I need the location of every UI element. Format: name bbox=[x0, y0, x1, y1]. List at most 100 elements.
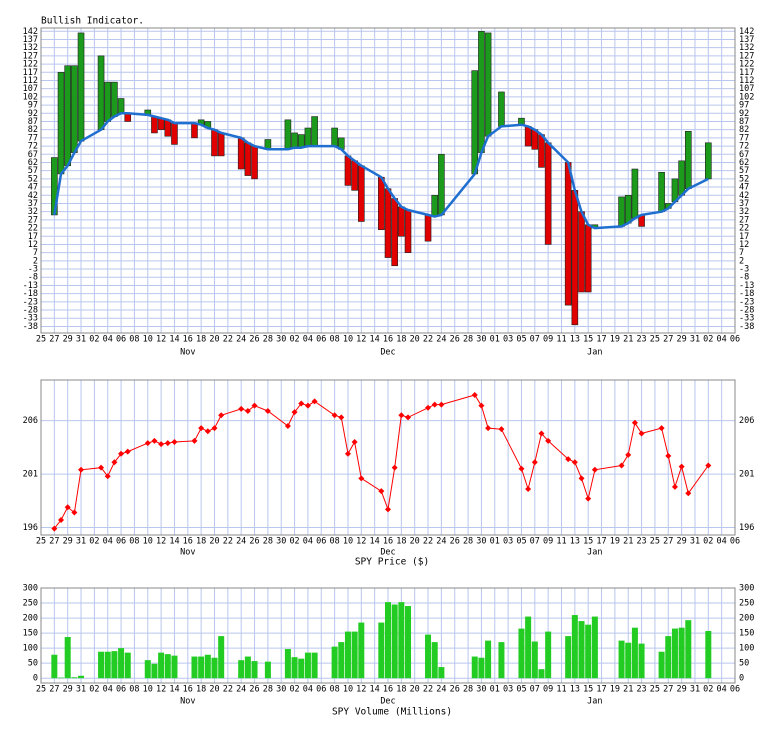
indicator-bar bbox=[244, 142, 252, 176]
x-tick-label: 27 bbox=[663, 685, 673, 695]
x-tick-label: 08 bbox=[129, 685, 139, 695]
x-tick-label: 18 bbox=[196, 685, 206, 695]
price-marker bbox=[638, 430, 645, 437]
price-marker bbox=[158, 441, 165, 448]
x-tick-label: 14 bbox=[169, 685, 179, 695]
indicator-bar bbox=[524, 126, 532, 147]
x-tick-label: 06 bbox=[316, 335, 326, 345]
x-tick-label: 08 bbox=[329, 335, 339, 345]
y-tick-label-right: 42 bbox=[739, 191, 749, 201]
price-marker bbox=[498, 426, 505, 433]
x-tick-label: 18 bbox=[196, 537, 206, 547]
indicator-bar bbox=[151, 116, 158, 134]
indicator-bar bbox=[71, 65, 78, 153]
indicator-bar bbox=[618, 196, 625, 227]
x-tick-label: 30 bbox=[276, 685, 286, 695]
price-marker bbox=[351, 439, 358, 445]
indicator-bar bbox=[344, 155, 352, 186]
month-label: Dec bbox=[380, 348, 395, 358]
x-tick-label: 30 bbox=[476, 335, 486, 345]
volume-bar bbox=[638, 643, 645, 679]
x-tick-label: 26 bbox=[249, 685, 259, 695]
price-marker bbox=[151, 437, 158, 444]
chart-title: Bullish Indicator. bbox=[41, 16, 144, 27]
x-tick-label: 26 bbox=[450, 335, 460, 345]
volume-bar bbox=[498, 642, 505, 679]
x-tick-label: 21 bbox=[623, 537, 633, 547]
price-marker bbox=[124, 448, 131, 455]
price-marker bbox=[78, 466, 85, 473]
y-tick-label-right: 2 bbox=[739, 256, 744, 266]
price-marker bbox=[51, 525, 58, 532]
x-tick-label: 23 bbox=[636, 335, 646, 345]
price-marker bbox=[545, 437, 552, 444]
x-tick-label: 10 bbox=[343, 537, 353, 547]
y-tick-label: -38 bbox=[23, 322, 38, 332]
x-tick-label: 29 bbox=[63, 537, 73, 547]
price-marker bbox=[291, 409, 298, 416]
volume-bar bbox=[478, 657, 485, 679]
volume-bar bbox=[351, 631, 358, 679]
price-marker bbox=[485, 425, 492, 432]
x-tick-label: 04 bbox=[717, 685, 727, 695]
x-tick-label: 18 bbox=[396, 537, 406, 547]
x-tick-label: 04 bbox=[303, 537, 313, 547]
x-tick-label: 20 bbox=[410, 685, 420, 695]
x-tick-label: 20 bbox=[209, 537, 219, 547]
x-tick-label: 04 bbox=[103, 537, 113, 547]
y-tick-label: -28 bbox=[23, 306, 38, 316]
y-tick-label: 112 bbox=[23, 76, 38, 86]
x-tick-label: 27 bbox=[663, 537, 673, 547]
x-tick-label: 16 bbox=[383, 537, 393, 547]
plot-frame bbox=[40, 379, 736, 536]
volume-bar bbox=[78, 675, 85, 679]
price-marker bbox=[304, 402, 311, 409]
indicator-bar bbox=[211, 129, 218, 157]
price-marker bbox=[538, 430, 545, 437]
y-tick-label: 127 bbox=[23, 51, 38, 61]
x-tick-label: 27 bbox=[49, 335, 59, 345]
indicator-bar bbox=[578, 211, 585, 293]
y-tick-label-right: 300 bbox=[739, 584, 754, 594]
month-label: Nov bbox=[180, 548, 195, 558]
price-marker bbox=[284, 422, 291, 429]
x-tick-label: 30 bbox=[276, 335, 286, 345]
indicator-bar bbox=[398, 206, 405, 237]
indicator-bar bbox=[471, 70, 479, 175]
volume-bar bbox=[358, 622, 365, 679]
x-tick-label: 29 bbox=[676, 335, 686, 345]
y-tick-label-right: 22 bbox=[739, 224, 749, 234]
y-tick-label: 97 bbox=[28, 101, 38, 111]
y-tick-label: 122 bbox=[23, 60, 38, 70]
price-marker bbox=[658, 425, 665, 432]
volume-bar bbox=[618, 640, 625, 679]
volume-bar bbox=[585, 624, 592, 679]
volume-bar bbox=[238, 660, 245, 679]
x-tick-label: 12 bbox=[156, 685, 166, 695]
x-tick-label: 06 bbox=[730, 537, 740, 547]
y-tick-label-right: 77 bbox=[739, 133, 749, 143]
volume-bar bbox=[398, 602, 405, 679]
x-tick-label: 21 bbox=[623, 335, 633, 345]
y-tick-label: 137 bbox=[23, 35, 38, 45]
x-tick-label: 13 bbox=[570, 537, 580, 547]
volume-bar bbox=[625, 642, 632, 679]
x-tick-label: 12 bbox=[356, 537, 366, 547]
indicator-bar bbox=[304, 127, 312, 147]
y-tick-label-right: 200 bbox=[739, 614, 754, 624]
price-marker bbox=[591, 466, 598, 473]
volume-bar bbox=[311, 652, 318, 679]
x-tick-label: 12 bbox=[356, 335, 366, 345]
x-tick-label: 22 bbox=[423, 335, 433, 345]
price-marker bbox=[471, 391, 478, 398]
indicator-bar bbox=[171, 122, 178, 145]
y-tick-label: 0 bbox=[33, 674, 38, 684]
indicator-bar bbox=[678, 160, 685, 196]
price-marker bbox=[378, 488, 385, 495]
y-tick-label-right: 196 bbox=[739, 523, 754, 533]
price-marker bbox=[251, 402, 258, 409]
price-marker bbox=[218, 412, 225, 419]
x-tick-label: 18 bbox=[396, 335, 406, 345]
volume-bar bbox=[71, 677, 78, 679]
x-tick-label: 03 bbox=[503, 685, 513, 695]
